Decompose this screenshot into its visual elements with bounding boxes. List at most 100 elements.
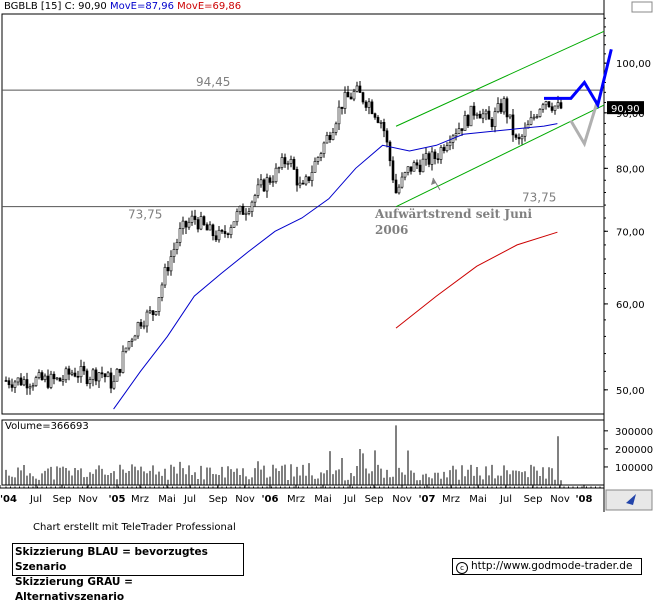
candle-body [367,101,371,108]
candle-body [304,176,308,185]
candle-body [178,228,182,243]
candle-body [214,235,218,241]
candle-body [19,377,23,386]
candle-body [427,153,431,165]
candle-body [61,379,65,382]
candle-body [151,310,155,316]
candle-body [208,224,212,231]
candle-body [85,370,89,385]
candle-body [400,176,404,188]
legend-grey: Skizzierung GRAU = Alternativszenario [15,576,133,603]
candle-body [280,157,284,168]
candle-body [370,101,374,114]
candle-body [328,134,332,140]
candle-body [502,98,506,113]
x-tick-label: Mai [314,494,332,505]
scenario-legend: Skizzierung BLAU = bevorzugtes Szenario … [12,543,244,603]
candle-body [508,114,512,118]
x-tick-label: '06 [262,494,279,505]
candle-body [274,167,278,182]
candle-body [412,162,416,172]
candle-body [109,372,113,389]
candle-body [385,130,389,143]
y-tick-label: 50,00 [616,386,645,397]
candle-body [73,372,77,377]
candle-body [31,385,35,388]
candle-body [82,366,86,372]
candle-body [505,98,509,118]
x-tick-label: Sep [365,494,384,505]
support-label: 73,75 [522,191,556,205]
candle-body [205,224,209,231]
annotation-arrowhead [431,178,436,185]
candle-body [160,284,164,298]
volume-tick-label: 3000000 [615,427,653,438]
x-tick-label: Jul [183,494,196,505]
candle-body [25,379,29,389]
candle-body [493,111,497,128]
candle-body [517,137,521,140]
candle-body [424,153,428,160]
url-box[interactable]: c http://www.godmode-trader.de [452,558,642,575]
x-tick-label: Sep [524,494,543,505]
candle-body [442,147,446,151]
candle-body [436,158,440,161]
candle-body [94,369,98,382]
current-price-box [607,101,644,115]
candle-body [481,113,485,119]
candle-body [220,229,224,232]
candle-body [142,325,146,328]
candle-body [529,117,533,125]
candle-body [28,386,32,389]
candle-body [4,380,8,382]
resistance-label: 94,45 [196,75,230,89]
ma1-label: MovE=87,96 [109,1,174,12]
candle-body [43,375,47,381]
candle-body [232,221,236,228]
candle-body [181,220,185,229]
candle-body [523,127,527,137]
copyright-icon: c [456,562,468,574]
candle-body [403,172,407,178]
candle-body [364,101,368,108]
candle-body [526,124,530,129]
candle-body [13,381,17,388]
candle-body [37,372,41,378]
x-tick-label: Mrz [442,494,460,505]
candle-body [118,368,122,373]
current-price-label: 90,90 [611,104,640,115]
candle-body [382,122,386,132]
candle-body [448,142,452,147]
candle-body [88,379,92,385]
candle-body [229,227,233,235]
candle-body [355,85,359,92]
candle-body [190,215,194,223]
candle-body [331,132,335,140]
candle-body [175,242,179,250]
x-tick-label: Nov [78,494,98,505]
candle-body [544,101,548,106]
candle-body [553,105,557,111]
candle-body [262,179,266,192]
candle-body [487,110,491,120]
candle-body [475,113,479,116]
volume-tick-label: 2000000 [615,445,653,456]
ma2-label: MovE=69,86 [177,1,242,12]
candle-body [46,375,50,388]
candle-body [55,377,59,380]
y-tick-label: 90,00 [616,109,645,120]
y-tick-label: 100,00 [616,59,651,70]
x-tick-label: Nov [550,494,570,505]
chart-header: BGBLB [15] C: 90,90 MovE=87,96 MovE=69,8… [4,1,241,12]
candle-body [298,182,302,186]
candle-body [40,372,44,381]
candle-body [421,158,425,173]
candle-body [256,184,260,196]
candle-body [532,116,536,119]
candle-body [22,379,26,386]
candle-body [352,91,356,100]
candle-body [556,102,560,107]
candle-body [67,368,71,375]
x-tick-label: Jul [499,494,512,505]
candle-body [184,220,188,228]
